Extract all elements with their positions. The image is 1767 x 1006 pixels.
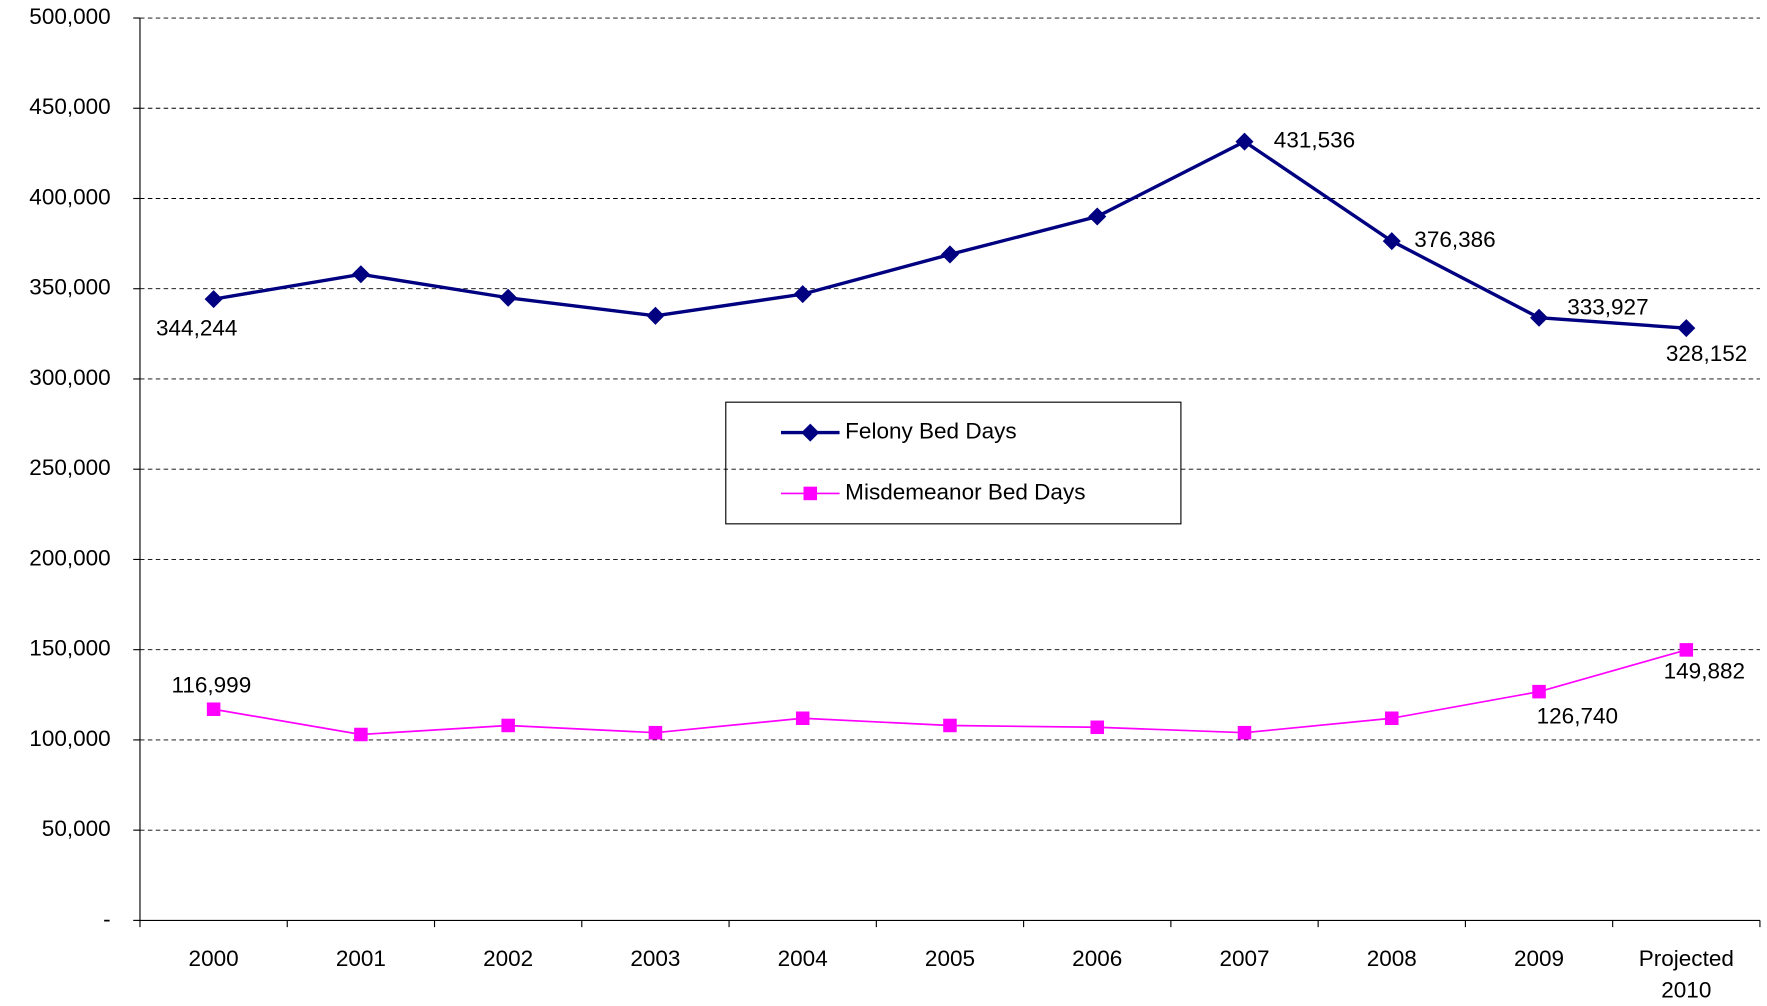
- point-marker: [1237, 725, 1252, 740]
- data-label: 333,927: [1567, 295, 1648, 320]
- point-marker: [501, 718, 515, 733]
- point-marker: [1382, 232, 1401, 251]
- y-tick-label: -: [103, 906, 111, 931]
- data-label: 328,152: [1666, 341, 1747, 366]
- x-tick-label: 2003: [630, 946, 680, 971]
- point-marker: [1235, 132, 1254, 151]
- x-tick-label: Projected 2010: [1639, 946, 1734, 1003]
- data-label: 431,536: [1274, 128, 1355, 153]
- x-tick-label: 2004: [778, 946, 828, 971]
- point-marker: [1679, 643, 1694, 657]
- point-marker: [648, 725, 663, 740]
- point-marker: [793, 285, 812, 304]
- point-marker: [499, 288, 518, 307]
- point-marker: [206, 702, 221, 716]
- y-tick-label: 50,000: [42, 816, 111, 841]
- y-tick-label: 500,000: [29, 4, 110, 29]
- point-marker: [1677, 319, 1696, 338]
- x-tick-label: 2008: [1367, 946, 1417, 971]
- y-tick-label: 450,000: [29, 94, 110, 119]
- x-tick-label: 2001: [336, 946, 386, 971]
- legend-marker: [801, 423, 820, 442]
- x-tick-label: 2005: [925, 946, 975, 971]
- y-tick-label: 150,000: [29, 636, 110, 661]
- y-tick-label: 400,000: [29, 184, 110, 209]
- point-marker: [351, 265, 370, 284]
- y-tick-label: 350,000: [29, 275, 110, 300]
- legend-marker: [803, 486, 818, 501]
- y-tick-label: 250,000: [29, 455, 110, 480]
- point-marker: [1532, 684, 1546, 699]
- point-marker: [795, 711, 810, 726]
- x-tick-label: 2002: [483, 946, 533, 971]
- point-marker: [1090, 720, 1104, 735]
- point-marker: [943, 718, 957, 733]
- legend-box: [725, 401, 1182, 525]
- legend-label: Misdemeanor Bed Days: [845, 479, 1085, 504]
- data-label: 126,740: [1537, 704, 1618, 729]
- point-marker: [1530, 308, 1549, 327]
- x-tick-label: 2000: [189, 946, 239, 971]
- x-tick-label: 2006: [1072, 946, 1122, 971]
- x-tick-label: 2007: [1219, 946, 1269, 971]
- y-tick-label: 200,000: [29, 545, 110, 570]
- point-marker: [354, 727, 368, 742]
- point-marker: [1088, 207, 1107, 226]
- data-label: 376,386: [1414, 227, 1495, 252]
- point-marker: [1385, 711, 1399, 726]
- legend-label: Felony Bed Days: [845, 419, 1016, 444]
- data-label: 149,882: [1664, 658, 1745, 683]
- x-tick-label: 2009: [1514, 946, 1564, 971]
- point-marker: [204, 290, 223, 309]
- point-marker: [940, 245, 959, 264]
- data-label: 344,244: [156, 315, 237, 340]
- y-tick-label: 100,000: [29, 726, 110, 751]
- data-label: 116,999: [172, 673, 252, 698]
- point-marker: [646, 306, 665, 325]
- y-tick-label: 300,000: [29, 365, 110, 390]
